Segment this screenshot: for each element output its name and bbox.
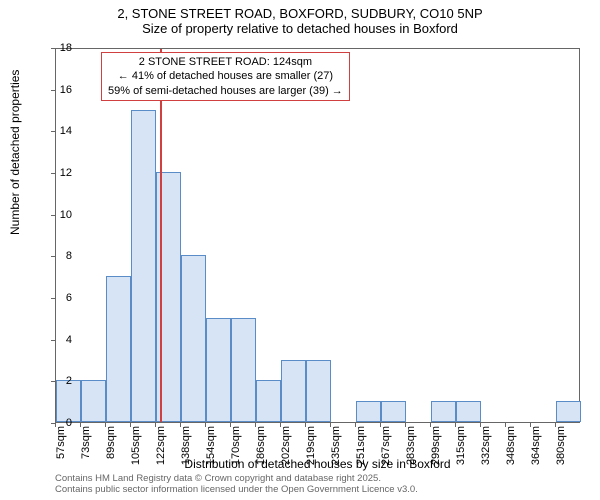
y-tick-label: 14 bbox=[52, 125, 72, 137]
y-tick-label: 12 bbox=[52, 167, 72, 179]
histogram-bar bbox=[356, 401, 381, 422]
annotation-box: 2 STONE STREET ROAD: 124sqm← 41% of deta… bbox=[101, 52, 350, 101]
plot-area: 2 STONE STREET ROAD: 124sqm← 41% of deta… bbox=[55, 48, 580, 423]
histogram-bar bbox=[106, 276, 131, 422]
annotation-line: 2 STONE STREET ROAD: 124sqm bbox=[108, 55, 343, 69]
histogram-bar bbox=[256, 380, 281, 422]
y-tick-label: 16 bbox=[52, 84, 72, 96]
y-tick-label: 18 bbox=[52, 42, 72, 54]
x-axis-label: Distribution of detached houses by size … bbox=[55, 457, 580, 471]
histogram-bar bbox=[306, 360, 331, 423]
footer-line-2: Contains public sector information licen… bbox=[55, 484, 418, 495]
histogram-bar bbox=[231, 318, 256, 422]
y-tick-label: 4 bbox=[52, 334, 72, 346]
histogram-bar bbox=[431, 401, 456, 422]
annotation-line: 59% of semi-detached houses are larger (… bbox=[108, 84, 343, 98]
y-tick-label: 2 bbox=[52, 375, 72, 387]
footer-attribution: Contains HM Land Registry data © Crown c… bbox=[55, 473, 418, 496]
histogram-bar bbox=[131, 110, 156, 423]
histogram-bar bbox=[206, 318, 231, 422]
y-axis-label: Number of detached properties bbox=[8, 70, 22, 235]
chart-container: 2, STONE STREET ROAD, BOXFORD, SUDBURY, … bbox=[0, 0, 600, 500]
histogram-bar bbox=[281, 360, 306, 423]
y-tick-label: 10 bbox=[52, 209, 72, 221]
histogram-bar bbox=[181, 255, 206, 422]
reference-line bbox=[160, 49, 162, 422]
y-tick-label: 8 bbox=[52, 250, 72, 262]
histogram-bar bbox=[381, 401, 406, 422]
title-line-1: 2, STONE STREET ROAD, BOXFORD, SUDBURY, … bbox=[0, 0, 600, 21]
histogram-bar bbox=[456, 401, 481, 422]
annotation-line: ← 41% of detached houses are smaller (27… bbox=[108, 69, 343, 83]
footer-line-1: Contains HM Land Registry data © Crown c… bbox=[55, 473, 418, 484]
y-tick-label: 6 bbox=[52, 292, 72, 304]
histogram-bar bbox=[556, 401, 581, 422]
histogram-bar bbox=[81, 380, 106, 422]
title-line-2: Size of property relative to detached ho… bbox=[0, 21, 600, 36]
